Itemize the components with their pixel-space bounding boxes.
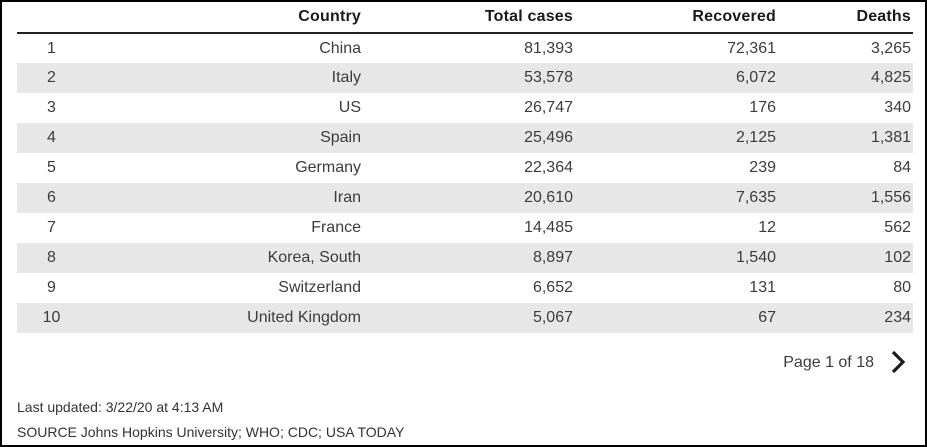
cell-recovered: 239 bbox=[749, 159, 776, 176]
header-row: Country Total cases Recovered Deaths bbox=[17, 2, 913, 34]
cell-total-cases: 5,067 bbox=[363, 303, 575, 333]
cell-country: Iran bbox=[86, 183, 363, 213]
table-row: 1 China 81,393 72,361 3,265 bbox=[17, 33, 913, 63]
table-row: 4 Spain 25,496 2,125 1,381 bbox=[17, 123, 913, 153]
cases-table: Country Total cases Recovered Deaths 1 C… bbox=[17, 2, 913, 333]
source-text: SOURCE Johns Hopkins University; WHO; CD… bbox=[17, 424, 405, 440]
cell-recovered: 1,540 bbox=[575, 243, 778, 273]
column-header-recovered: Recovered bbox=[575, 2, 778, 34]
cell-deaths: 340 bbox=[884, 99, 911, 116]
column-header-rank bbox=[17, 2, 86, 34]
chevron-right-icon bbox=[890, 349, 906, 378]
cell-rank: 4 bbox=[17, 123, 86, 153]
cell-deaths: 84 bbox=[893, 159, 911, 176]
column-header-deaths: Deaths bbox=[778, 2, 913, 34]
cell-deaths: 1,556 bbox=[778, 183, 913, 213]
cell-recovered: 67 bbox=[575, 303, 778, 333]
last-updated-text: Last updated: 3/22/20 at 4:13 AM bbox=[17, 399, 224, 415]
cell-deaths: 562 bbox=[884, 219, 911, 236]
table-row: 5 Germany 22,364 239 84 bbox=[17, 153, 913, 183]
cell-country: US bbox=[338, 99, 361, 116]
cell-total-cases: 6,652 bbox=[532, 279, 573, 296]
cell-total-cases: 25,496 bbox=[363, 123, 575, 153]
cell-deaths: 4,825 bbox=[778, 63, 913, 93]
table-row: 6 Iran 20,610 7,635 1,556 bbox=[17, 183, 913, 213]
cell-deaths: 3,265 bbox=[870, 39, 911, 57]
cell-recovered: 6,072 bbox=[575, 63, 778, 93]
page-indicator: Page 1 of 18 bbox=[783, 354, 874, 371]
table-row: 9 Switzerland 6,652 131 80 bbox=[17, 273, 913, 303]
table-row: 7 France 14,485 12 562 bbox=[17, 213, 913, 243]
pagination: Page 1 of 18 bbox=[2, 348, 925, 378]
cell-recovered: 2,125 bbox=[575, 123, 778, 153]
cell-country: France bbox=[311, 219, 361, 236]
next-page-button[interactable] bbox=[890, 349, 906, 378]
cell-recovered: 7,635 bbox=[575, 183, 778, 213]
cell-rank: 3 bbox=[47, 99, 56, 116]
cell-recovered: 131 bbox=[749, 279, 776, 296]
cell-country: Spain bbox=[86, 123, 363, 153]
column-header-country: Country bbox=[86, 2, 363, 34]
cell-total-cases: 53,578 bbox=[363, 63, 575, 93]
cell-recovered: 12 bbox=[758, 219, 776, 236]
cell-total-cases: 22,364 bbox=[524, 159, 573, 176]
table-header: Country Total cases Recovered Deaths bbox=[17, 2, 913, 34]
cell-country: Germany bbox=[295, 159, 361, 176]
footer: Last updated: 3/22/20 at 4:13 AM SOURCE … bbox=[17, 395, 925, 445]
cell-rank: 2 bbox=[17, 63, 86, 93]
cell-total-cases: 26,747 bbox=[524, 99, 573, 116]
cell-total-cases: 14,485 bbox=[524, 219, 573, 236]
table-row: 10 United Kingdom 5,067 67 234 bbox=[17, 303, 913, 333]
cell-deaths: 102 bbox=[778, 243, 913, 273]
cell-country: China bbox=[319, 39, 361, 57]
cell-recovered: 72,361 bbox=[727, 39, 776, 57]
cell-country: United Kingdom bbox=[86, 303, 363, 333]
table-row: 3 US 26,747 176 340 bbox=[17, 93, 913, 123]
cell-rank: 1 bbox=[47, 39, 56, 57]
cell-rank: 5 bbox=[47, 159, 56, 176]
cell-total-cases: 8,897 bbox=[363, 243, 575, 273]
cell-deaths: 234 bbox=[778, 303, 913, 333]
table-row: 2 Italy 53,578 6,072 4,825 bbox=[17, 63, 913, 93]
cell-country: Switzerland bbox=[278, 279, 361, 296]
cell-recovered: 176 bbox=[749, 99, 776, 116]
cell-country: Italy bbox=[86, 63, 363, 93]
table-body: 1 China 81,393 72,361 3,265 2 Italy 53,5… bbox=[17, 33, 913, 333]
cell-rank: 7 bbox=[47, 219, 56, 236]
cell-rank: 8 bbox=[17, 243, 86, 273]
cell-deaths: 80 bbox=[893, 279, 911, 296]
cell-total-cases: 20,610 bbox=[363, 183, 575, 213]
cell-rank: 6 bbox=[17, 183, 86, 213]
cell-deaths: 1,381 bbox=[778, 123, 913, 153]
column-header-total-cases: Total cases bbox=[363, 2, 575, 34]
cell-rank: 9 bbox=[47, 279, 56, 296]
cell-rank: 10 bbox=[17, 303, 86, 333]
cell-total-cases: 81,393 bbox=[524, 39, 573, 57]
cell-country: Korea, South bbox=[86, 243, 363, 273]
table-row: 8 Korea, South 8,897 1,540 102 bbox=[17, 243, 913, 273]
